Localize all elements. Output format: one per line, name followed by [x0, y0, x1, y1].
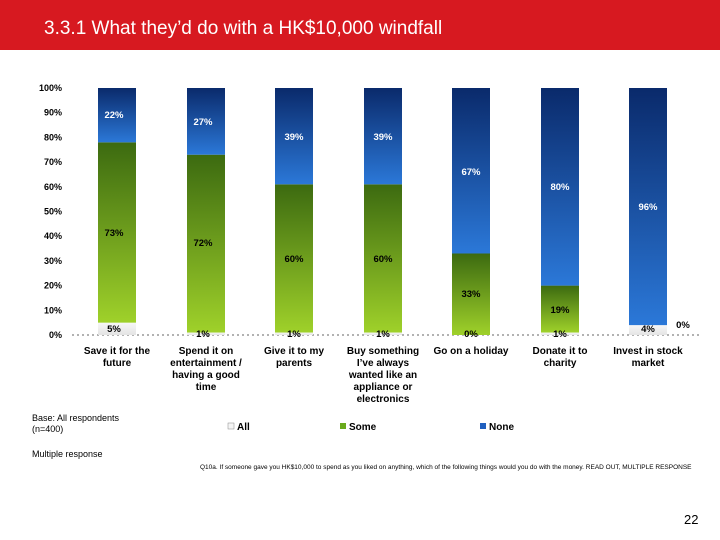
data-label-some-7: 0%: [676, 320, 690, 331]
bar-none-7: [629, 88, 667, 326]
bar-some-4: [364, 184, 402, 333]
data-label-some-5: 33%: [461, 289, 481, 300]
x-category-label: Buy something I’ve always wanted like an ap…: [347, 346, 419, 405]
data-label-none-6: 80%: [550, 182, 570, 193]
data-label-some-1: 73%: [104, 228, 124, 239]
y-tick-label: 80%: [44, 132, 62, 142]
title-bar: 3.3.1 What they’d do with a HK$10,000 wi…: [0, 0, 720, 50]
bar-none-4: [364, 88, 402, 185]
bar-none-2: [187, 88, 225, 155]
bar-some-3: [275, 184, 313, 333]
legend-label-none: None: [489, 422, 514, 433]
bar-none-3: [275, 88, 313, 185]
data-label-some-3: 60%: [284, 254, 304, 265]
data-label-none-3: 39%: [284, 132, 304, 143]
legend-label-all: All: [237, 422, 250, 433]
bar-all-1: [98, 322, 136, 335]
bar-some-6: [541, 285, 579, 333]
x-category-label: Save it for the future: [84, 346, 151, 369]
x-category-label: Go on a holiday: [433, 346, 508, 357]
data-label-some-2: 72%: [193, 238, 213, 249]
bar-all-4: [364, 332, 402, 335]
legend-label-some: Some: [349, 422, 377, 433]
data-label-some-4: 60%: [373, 254, 393, 265]
bar-all-7: [629, 325, 667, 335]
data-label-none-1: 22%: [104, 110, 124, 121]
y-tick-label: 20%: [44, 281, 62, 291]
x-category-label: Invest in stock market: [613, 346, 683, 369]
data-label-all-4: 1%: [376, 329, 390, 340]
y-tick-label: 90%: [44, 108, 62, 118]
data-label-none-4: 39%: [373, 132, 393, 143]
legend-swatch-some: [340, 423, 346, 429]
page-number: 22: [684, 512, 699, 527]
y-tick-label: 40%: [44, 231, 62, 241]
y-tick-label: 60%: [44, 182, 62, 192]
data-label-all-3: 1%: [287, 329, 301, 340]
data-label-some-6: 19%: [550, 305, 570, 316]
bar-none-5: [452, 88, 490, 254]
bar-some-5: [452, 253, 490, 335]
data-label-all-1: 5%: [107, 324, 121, 335]
x-category-label: Donate it to charity: [533, 346, 588, 369]
y-tick-label: 50%: [44, 207, 62, 217]
multiple-response-note: Multiple response: [32, 449, 103, 459]
bar-none-6: [541, 88, 579, 286]
legend-swatch-all: [227, 422, 235, 430]
question-note: Q10a. If someone gave you HK$10,000 to s…: [200, 464, 692, 471]
page-title: 3.3.1 What they’d do with a HK$10,000 wi…: [44, 18, 443, 39]
y-tick-label: 30%: [44, 256, 62, 266]
y-tick-label: 70%: [44, 157, 62, 167]
bar-all-6: [541, 332, 579, 335]
y-tick-label: 0%: [49, 330, 62, 340]
data-label-all-5: 0%: [464, 329, 478, 340]
bar-all-3: [275, 332, 313, 335]
legend-swatch-none: [480, 423, 486, 429]
base-note: Base: All respondents (n=400): [32, 413, 120, 434]
bar-some-2: [187, 154, 225, 333]
bar-all-2: [187, 332, 225, 335]
data-label-none-7: 96%: [638, 202, 658, 213]
y-tick-label: 10%: [44, 305, 62, 315]
data-label-all-2: 1%: [196, 329, 210, 340]
x-category-label: Spend it on entertainment / having a good t…: [170, 346, 242, 393]
data-label-none-2: 27%: [193, 117, 213, 128]
bar-some-1: [98, 142, 136, 323]
x-category-label: Give it to my parents: [264, 346, 324, 369]
data-label-all-6: 1%: [553, 329, 567, 340]
data-label-none-5: 67%: [461, 167, 481, 178]
data-label-all-7: 4%: [641, 324, 655, 335]
y-tick-label: 100%: [39, 83, 62, 93]
bar-none-1: [98, 88, 136, 143]
